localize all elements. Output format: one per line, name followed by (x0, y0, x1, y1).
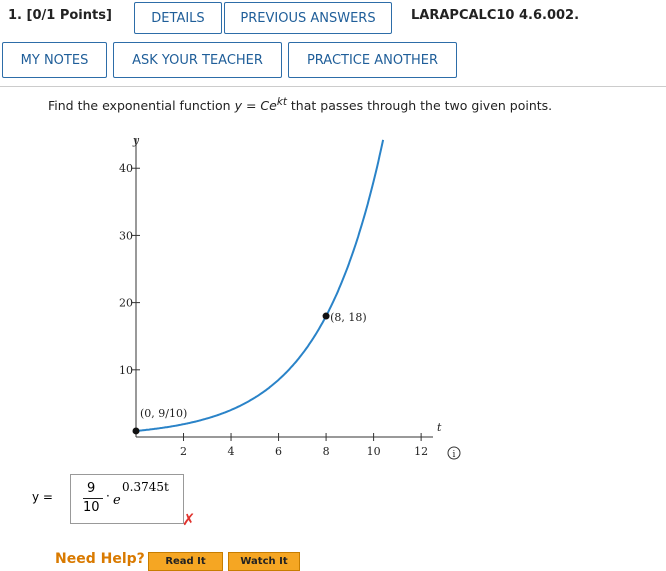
read-it-button[interactable]: Read It (148, 552, 223, 571)
point-label: (0, 9/10) (140, 407, 187, 420)
info-icon-text: i (453, 450, 456, 460)
numerator: 9 (87, 481, 96, 496)
answer-box[interactable]: 9 10 · e 0.3745t (70, 474, 184, 524)
base: e (113, 493, 121, 508)
x-tick-label: 8 (323, 445, 330, 458)
text: Ce (260, 98, 277, 114)
point (132, 427, 140, 435)
x-tick-label: 2 (180, 445, 187, 458)
problem-id: LARAPCALC10 4.6.002. (411, 8, 580, 23)
y-tick-label: 20 (119, 297, 133, 310)
y-tick-label: 40 (119, 162, 133, 175)
point-label: (8, 18) (330, 311, 367, 324)
y-tick-label: 10 (119, 364, 133, 377)
previous-answers-button[interactable]: PREVIOUS ANSWERS (224, 2, 392, 34)
x-tick-label: 4 (228, 445, 235, 458)
answer-prefix: y = (32, 490, 53, 504)
watch-it-button[interactable]: Watch It (228, 552, 300, 571)
question-text: Find the exponential function y = Cekt t… (48, 96, 552, 113)
need-help: Need Help? (55, 551, 145, 567)
point (322, 312, 330, 320)
dot: · (106, 489, 110, 503)
x-tick-label: 12 (414, 445, 428, 458)
details-button[interactable]: DETAILS (134, 2, 222, 34)
y-tick-label: 30 (119, 229, 133, 242)
denominator: 10 (83, 500, 100, 515)
x-axis-label: t (437, 421, 442, 434)
my-notes-button[interactable]: MY NOTES (2, 42, 107, 78)
fraction-bar (83, 498, 103, 499)
text: Find the exponential function (48, 98, 235, 114)
practice-another-button[interactable]: PRACTICE ANOTHER (288, 42, 457, 78)
incorrect-icon: ✗ (182, 510, 196, 529)
question-number: 1. [0/1 Points] (8, 8, 112, 23)
text: kt (276, 96, 287, 108)
divider (0, 86, 666, 87)
text: = (241, 98, 261, 114)
exponential-curve (135, 139, 385, 432)
y-axis-label: y (132, 134, 140, 147)
exponent: 0.3745t (122, 480, 169, 494)
text: y (234, 98, 242, 114)
x-tick-label: 6 (275, 445, 282, 458)
text: that passes through the two given points… (286, 98, 553, 114)
info-icon[interactable] (447, 446, 461, 460)
x-tick-label: 10 (367, 445, 381, 458)
ask-teacher-button[interactable]: ASK YOUR TEACHER (113, 42, 282, 78)
